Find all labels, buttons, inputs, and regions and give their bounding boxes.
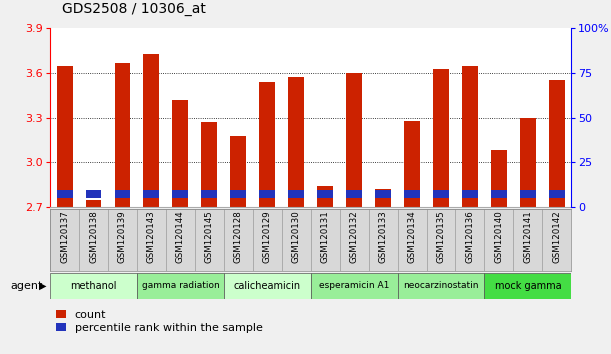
Bar bbox=[491, 150, 507, 207]
Text: GSM120134: GSM120134 bbox=[408, 211, 417, 263]
FancyBboxPatch shape bbox=[368, 209, 398, 271]
Bar bbox=[114, 190, 131, 198]
FancyBboxPatch shape bbox=[282, 209, 311, 271]
Text: GSM120129: GSM120129 bbox=[263, 211, 272, 263]
FancyBboxPatch shape bbox=[455, 209, 485, 271]
Bar bbox=[230, 190, 246, 198]
Bar bbox=[144, 54, 159, 207]
Bar bbox=[462, 190, 478, 198]
Bar bbox=[520, 118, 536, 207]
FancyBboxPatch shape bbox=[137, 273, 224, 299]
Bar bbox=[202, 190, 218, 198]
FancyBboxPatch shape bbox=[398, 273, 485, 299]
Text: methanol: methanol bbox=[70, 281, 117, 291]
FancyBboxPatch shape bbox=[137, 209, 166, 271]
FancyBboxPatch shape bbox=[398, 209, 426, 271]
Bar bbox=[144, 190, 159, 198]
Text: neocarzinostatin: neocarzinostatin bbox=[403, 281, 479, 290]
Text: GSM120133: GSM120133 bbox=[379, 211, 387, 263]
Text: GSM120144: GSM120144 bbox=[176, 211, 185, 263]
FancyBboxPatch shape bbox=[50, 209, 79, 271]
FancyBboxPatch shape bbox=[166, 209, 195, 271]
Bar bbox=[230, 136, 246, 207]
Bar bbox=[346, 190, 362, 198]
Bar bbox=[114, 63, 131, 207]
Bar bbox=[375, 190, 391, 198]
Bar bbox=[202, 122, 218, 207]
Text: GSM120142: GSM120142 bbox=[552, 211, 562, 263]
FancyBboxPatch shape bbox=[311, 273, 398, 299]
Legend: count, percentile rank within the sample: count, percentile rank within the sample bbox=[56, 310, 262, 333]
FancyBboxPatch shape bbox=[426, 209, 455, 271]
Text: GSM120137: GSM120137 bbox=[60, 211, 69, 263]
Bar bbox=[549, 190, 565, 198]
Bar bbox=[288, 78, 304, 207]
Bar bbox=[520, 190, 536, 198]
FancyBboxPatch shape bbox=[311, 209, 340, 271]
Text: GSM120140: GSM120140 bbox=[494, 211, 503, 263]
Text: gamma radiation: gamma radiation bbox=[142, 281, 219, 290]
Bar bbox=[462, 65, 478, 207]
Bar bbox=[433, 190, 449, 198]
Text: ▶: ▶ bbox=[39, 281, 46, 291]
Bar bbox=[404, 121, 420, 207]
Bar bbox=[317, 190, 333, 198]
Text: GSM120143: GSM120143 bbox=[147, 211, 156, 263]
FancyBboxPatch shape bbox=[50, 273, 137, 299]
FancyBboxPatch shape bbox=[108, 209, 137, 271]
Bar bbox=[86, 190, 101, 198]
Bar bbox=[288, 190, 304, 198]
Text: GSM120128: GSM120128 bbox=[234, 211, 243, 263]
FancyBboxPatch shape bbox=[485, 209, 513, 271]
Text: GSM120139: GSM120139 bbox=[118, 211, 127, 263]
FancyBboxPatch shape bbox=[543, 209, 571, 271]
Bar bbox=[346, 73, 362, 207]
Text: GSM120131: GSM120131 bbox=[321, 211, 330, 263]
Text: calicheamicin: calicheamicin bbox=[233, 281, 301, 291]
Text: GSM120136: GSM120136 bbox=[466, 211, 475, 263]
Text: GSM120132: GSM120132 bbox=[349, 211, 359, 263]
FancyBboxPatch shape bbox=[224, 209, 253, 271]
Bar bbox=[549, 80, 565, 207]
Bar bbox=[317, 186, 333, 207]
Text: mock gamma: mock gamma bbox=[494, 281, 561, 291]
Text: GSM120138: GSM120138 bbox=[89, 211, 98, 263]
Text: agent: agent bbox=[10, 281, 43, 291]
Bar bbox=[259, 82, 275, 207]
Bar bbox=[57, 65, 73, 207]
Text: GSM120145: GSM120145 bbox=[205, 211, 214, 263]
Bar bbox=[172, 100, 188, 207]
FancyBboxPatch shape bbox=[253, 209, 282, 271]
Bar bbox=[57, 190, 73, 198]
Text: GSM120135: GSM120135 bbox=[436, 211, 445, 263]
Text: GSM120141: GSM120141 bbox=[524, 211, 532, 263]
Bar bbox=[404, 190, 420, 198]
Bar bbox=[433, 69, 449, 207]
Bar bbox=[375, 189, 391, 207]
FancyBboxPatch shape bbox=[79, 209, 108, 271]
FancyBboxPatch shape bbox=[485, 273, 571, 299]
Bar bbox=[172, 190, 188, 198]
FancyBboxPatch shape bbox=[195, 209, 224, 271]
Text: esperamicin A1: esperamicin A1 bbox=[319, 281, 389, 290]
Bar bbox=[259, 190, 275, 198]
FancyBboxPatch shape bbox=[340, 209, 368, 271]
Text: GSM120130: GSM120130 bbox=[291, 211, 301, 263]
Bar bbox=[491, 190, 507, 198]
Text: GDS2508 / 10306_at: GDS2508 / 10306_at bbox=[62, 2, 206, 16]
FancyBboxPatch shape bbox=[513, 209, 543, 271]
Bar bbox=[86, 200, 101, 207]
FancyBboxPatch shape bbox=[224, 273, 311, 299]
